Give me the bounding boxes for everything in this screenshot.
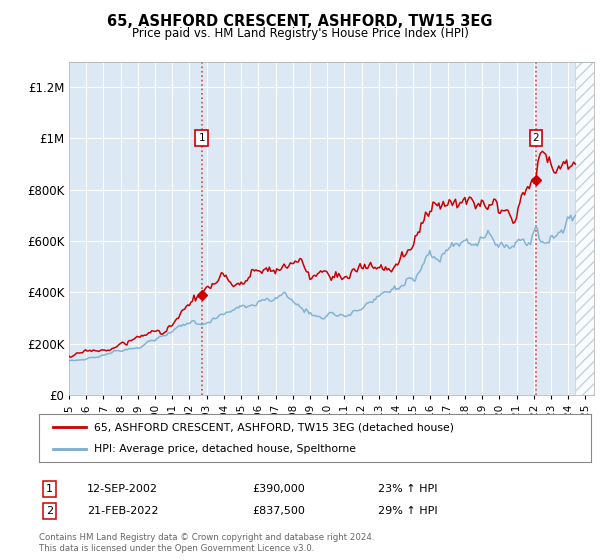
Text: 65, ASHFORD CRESCENT, ASHFORD, TW15 3EG (detached house): 65, ASHFORD CRESCENT, ASHFORD, TW15 3EG … [94, 422, 454, 432]
Text: This data is licensed under the Open Government Licence v3.0.: This data is licensed under the Open Gov… [39, 544, 314, 553]
Text: 2: 2 [46, 506, 53, 516]
Text: 23% ↑ HPI: 23% ↑ HPI [378, 484, 437, 494]
Text: HPI: Average price, detached house, Spelthorne: HPI: Average price, detached house, Spel… [94, 444, 356, 454]
Text: 12-SEP-2002: 12-SEP-2002 [87, 484, 158, 494]
Bar [575, 62, 594, 395]
Text: £837,500: £837,500 [252, 506, 305, 516]
Text: Contains HM Land Registry data © Crown copyright and database right 2024.: Contains HM Land Registry data © Crown c… [39, 533, 374, 542]
Text: £390,000: £390,000 [252, 484, 305, 494]
Text: 1: 1 [46, 484, 53, 494]
Text: Price paid vs. HM Land Registry's House Price Index (HPI): Price paid vs. HM Land Registry's House … [131, 27, 469, 40]
Text: 29% ↑ HPI: 29% ↑ HPI [378, 506, 437, 516]
Text: 1: 1 [199, 133, 205, 143]
Bar [575, 62, 594, 395]
Text: 65, ASHFORD CRESCENT, ASHFORD, TW15 3EG: 65, ASHFORD CRESCENT, ASHFORD, TW15 3EG [107, 14, 493, 29]
Text: 2: 2 [533, 133, 539, 143]
Text: 21-FEB-2022: 21-FEB-2022 [87, 506, 158, 516]
